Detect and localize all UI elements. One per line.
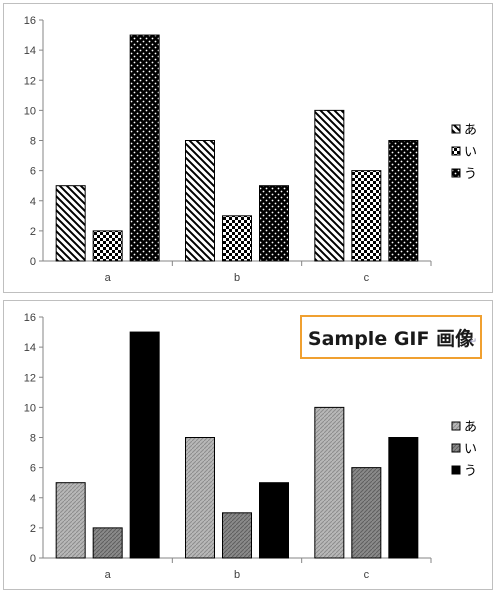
y-tick-label: 10 bbox=[24, 402, 36, 414]
legend-swatch-2 bbox=[451, 146, 461, 156]
legend-label-2: い bbox=[464, 442, 477, 457]
bar-b-series-3 bbox=[259, 482, 289, 559]
y-tick-label: 14 bbox=[24, 45, 36, 57]
bar-a-series-2 bbox=[92, 527, 123, 559]
bar-chart-gray: 0 2 4 6 8 10 12 14 16 a b c あいう bbox=[24, 312, 477, 581]
y-tick-label: 14 bbox=[24, 342, 36, 354]
y-tick-label: 4 bbox=[30, 196, 36, 208]
x-tick-label: c bbox=[364, 569, 370, 581]
bar-c-series-3 bbox=[388, 140, 419, 262]
y-tick-label: 0 bbox=[30, 553, 36, 565]
bar-c-series-3 bbox=[388, 437, 419, 559]
legend-swatch-3 bbox=[451, 168, 461, 178]
legend-swatch-2 bbox=[451, 443, 461, 453]
y-tick-label: 8 bbox=[30, 433, 36, 445]
bar-a-series-1 bbox=[55, 482, 86, 559]
y-tick-label: 6 bbox=[30, 166, 36, 178]
y-tick-label: 4 bbox=[30, 493, 36, 505]
legend-swatch-3 bbox=[451, 465, 461, 475]
y-tick-label: 6 bbox=[30, 463, 36, 475]
legend-label-1: あ bbox=[464, 420, 477, 435]
bar-c-series-2 bbox=[351, 467, 382, 559]
bar-c-series-1 bbox=[314, 109, 345, 262]
legend-label-3: う bbox=[464, 167, 477, 182]
return-mark-icon: ↵ bbox=[469, 337, 477, 347]
x-tick-label: a bbox=[105, 272, 112, 284]
bar-a-series-1 bbox=[55, 185, 86, 262]
y-tick-label: 12 bbox=[24, 75, 36, 87]
bar-c-series-1 bbox=[314, 406, 345, 559]
chart-panel-gray: 0 2 4 6 8 10 12 14 16 a b c あいう Sample GIF 画像 ↵ bbox=[3, 300, 493, 590]
y-tick-label: 2 bbox=[30, 226, 36, 238]
bar-b-series-3 bbox=[259, 185, 289, 262]
bar-a-series-2 bbox=[92, 230, 123, 262]
chart-panel-pattern: 0 2 4 6 8 10 12 14 16 a b c あいう bbox=[3, 3, 493, 293]
bar-a-series-3 bbox=[129, 34, 160, 262]
y-tick-label: 16 bbox=[24, 15, 36, 27]
bar-b-series-1 bbox=[185, 437, 215, 559]
y-tick-label: 12 bbox=[24, 372, 36, 384]
bar-chart-pattern: 0 2 4 6 8 10 12 14 16 a b c あいう bbox=[24, 15, 477, 284]
legend-swatch-1 bbox=[451, 421, 461, 431]
bar-b-series-2 bbox=[222, 512, 252, 559]
legend-swatch-1 bbox=[451, 124, 461, 134]
sample-gif-text: Sample GIF 画像 bbox=[307, 327, 475, 350]
x-tick-label: b bbox=[234, 569, 240, 581]
x-tick-label: c bbox=[364, 272, 370, 284]
x-tick-label: a bbox=[105, 569, 112, 581]
bar-a-series-3 bbox=[129, 331, 160, 559]
bar-c-series-2 bbox=[351, 170, 382, 262]
legend-label-1: あ bbox=[464, 123, 477, 138]
y-tick-label: 2 bbox=[30, 523, 36, 535]
legend-label-3: う bbox=[464, 464, 477, 479]
y-tick-label: 16 bbox=[24, 312, 36, 324]
bar-b-series-1 bbox=[185, 140, 215, 262]
y-tick-label: 8 bbox=[30, 136, 36, 148]
bar-b-series-2 bbox=[222, 215, 252, 262]
sample-gif-label: Sample GIF 画像 ↵ bbox=[300, 315, 482, 359]
legend-label-2: い bbox=[464, 145, 477, 160]
y-tick-label: 0 bbox=[30, 256, 36, 268]
x-tick-label: b bbox=[234, 272, 240, 284]
y-tick-label: 10 bbox=[24, 105, 36, 117]
